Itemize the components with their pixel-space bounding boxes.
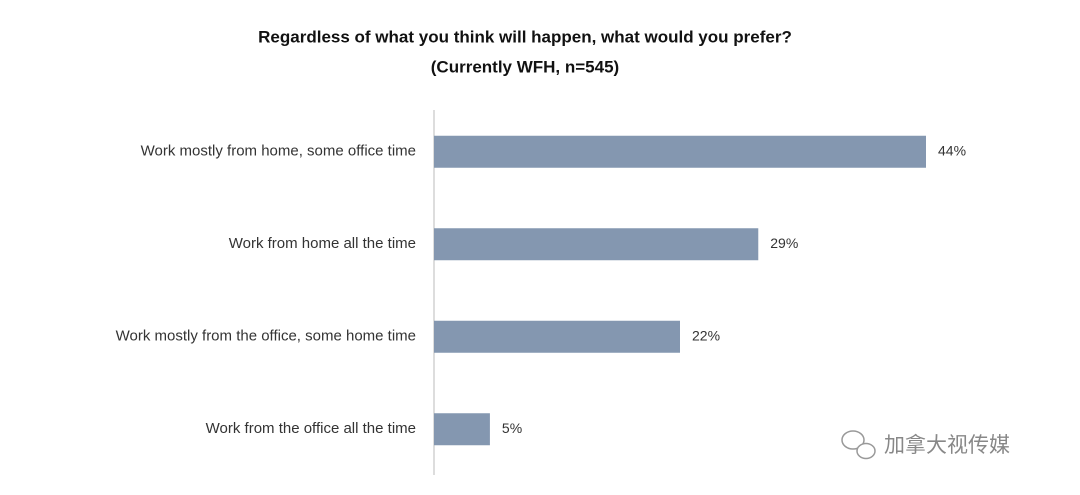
- value-label: 22%: [692, 327, 720, 343]
- value-label: 44%: [938, 142, 966, 158]
- bar: [434, 135, 926, 168]
- bar: [434, 228, 759, 261]
- chart-title: Regardless of what you think will happen…: [258, 27, 792, 46]
- value-label: 5%: [502, 420, 522, 436]
- y-tick-label: Work mostly from the office, some home t…: [116, 328, 416, 345]
- chart-subtitle: (Currently WFH, n=545): [431, 57, 619, 76]
- bar: [434, 413, 490, 446]
- value-label: 29%: [770, 235, 798, 251]
- y-tick-label: Work from the office all the time: [206, 420, 416, 437]
- bar: [434, 320, 680, 353]
- y-tick-label: Work from home all the time: [229, 235, 416, 252]
- watermark-icon: [841, 430, 876, 460]
- y-tick-label: Work mostly from home, some office time: [141, 143, 416, 160]
- watermark: 加拿大视传媒: [884, 433, 1010, 457]
